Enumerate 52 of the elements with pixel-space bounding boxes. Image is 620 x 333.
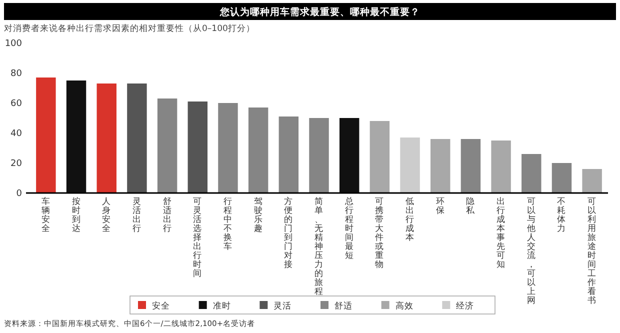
y-tick-label: 20 (10, 159, 22, 170)
bar (522, 154, 542, 193)
chart-title: 您认为哪种用车需求最重要、哪种最不重要？ (219, 6, 420, 18)
category-label: 简单、无精神压力的旅程 (314, 197, 324, 297)
bar (400, 138, 420, 193)
legend-label: 舒适 (334, 300, 352, 312)
y-tick-label: 60 (10, 99, 22, 110)
bar (96, 84, 116, 193)
legend-label: 灵活 (274, 300, 292, 312)
x-tick-label: 低出行成本 (406, 196, 415, 243)
chart-subtitle: 对消费者来说各种出行需求因素的相对重要性（从0–100打分） (4, 23, 255, 34)
bar (248, 108, 268, 193)
bar (582, 169, 602, 193)
bar (491, 140, 511, 193)
legend-label: 高效 (395, 300, 414, 312)
bar (309, 118, 329, 193)
bar (370, 121, 390, 193)
legend-label: 经济 (456, 300, 474, 312)
bar (460, 139, 481, 193)
category-label: 可灵活选择出行时间 (193, 197, 202, 279)
x-tick-label: 车辆安全 (41, 196, 50, 234)
y-tick-label: 0 (16, 189, 22, 200)
category-label: 可以与他人交流，可以上网 (526, 197, 536, 306)
bar (552, 163, 572, 193)
x-tick-label: 环保 (436, 197, 445, 216)
legend-label: 准时 (212, 300, 231, 312)
bar (127, 84, 147, 193)
bar (339, 118, 360, 193)
bar (36, 78, 56, 193)
category-label: 可以利用旅途时间工作看书 (588, 197, 597, 306)
x-tick-label: 出行成本事先可知 (496, 196, 506, 270)
x-tick-label: 总行程时间最短 (344, 196, 354, 261)
x-tick-label: 人身安全 (102, 196, 112, 234)
bar (278, 116, 299, 193)
bar (66, 80, 86, 193)
x-tick-label: 方便的门到门对接 (284, 196, 294, 270)
bar (157, 98, 178, 193)
x-tick-label: 隐私 (466, 196, 476, 216)
x-tick-label: 按时到达 (72, 196, 81, 234)
bar (430, 139, 450, 193)
x-tick-label: 行程中不换车 (223, 196, 232, 252)
y-tick-label: 80 (10, 69, 22, 80)
x-tick-label: 灵活出行 (132, 196, 142, 234)
legend-label: 安全 (152, 300, 170, 312)
bar (188, 102, 208, 193)
bar (218, 103, 238, 193)
x-tick-label: 驾驶乐趣 (254, 196, 263, 234)
x-tick-label: 舒适出行 (162, 196, 172, 234)
y-tick-label: 40 (10, 129, 22, 140)
x-tick-label: 可携带大件或重物 (375, 197, 384, 270)
y-tick-label: 100 (4, 39, 22, 50)
x-tick-label: 不耗体力 (557, 197, 566, 234)
